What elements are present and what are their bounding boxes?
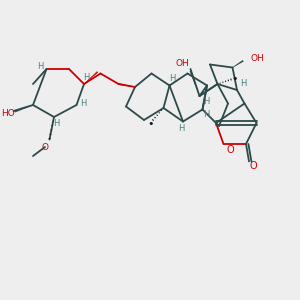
Text: H: H: [80, 99, 86, 108]
Text: OH: OH: [175, 59, 189, 68]
Polygon shape: [15, 105, 33, 112]
Polygon shape: [118, 83, 135, 87]
Text: O: O: [226, 145, 234, 155]
Text: H: H: [169, 74, 175, 83]
Polygon shape: [190, 71, 200, 96]
Text: O: O: [250, 161, 257, 171]
Text: H: H: [203, 97, 209, 106]
Text: H: H: [178, 124, 185, 133]
Text: •: •: [148, 118, 154, 129]
Polygon shape: [232, 60, 243, 68]
Text: O: O: [41, 142, 49, 152]
Text: HO: HO: [2, 109, 15, 118]
Text: H: H: [53, 119, 60, 128]
Text: H: H: [37, 62, 43, 71]
Text: OH: OH: [250, 54, 264, 63]
Polygon shape: [84, 72, 98, 84]
Text: H: H: [83, 73, 90, 82]
Text: H: H: [203, 110, 209, 119]
Text: H: H: [240, 80, 246, 88]
Text: •: •: [232, 74, 238, 84]
